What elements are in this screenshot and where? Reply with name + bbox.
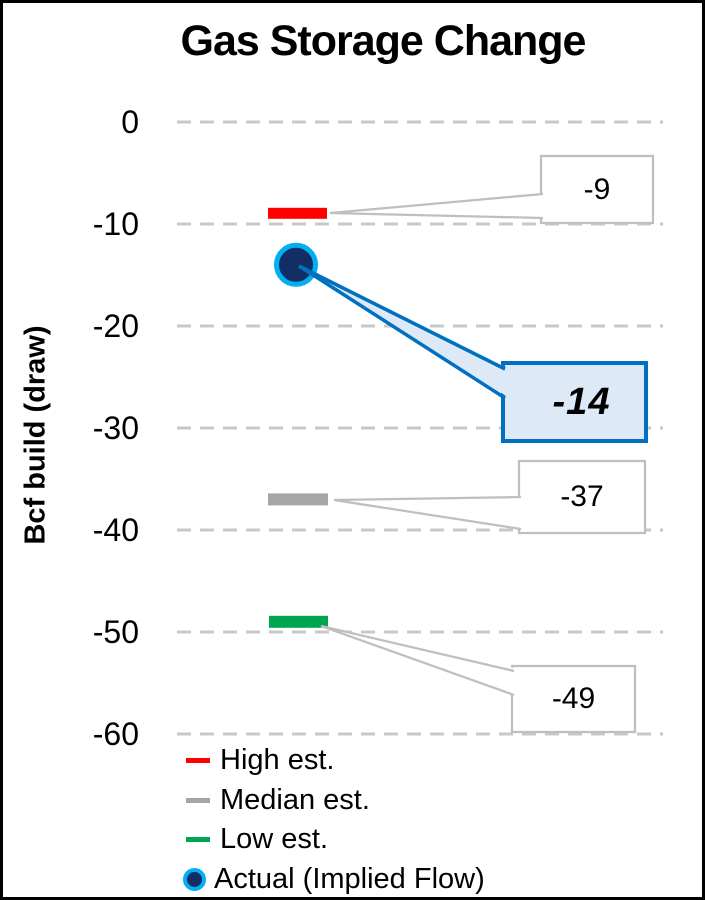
y-tick-label: -20: [92, 308, 139, 344]
y-tick-label: -50: [92, 614, 139, 650]
callout-high-box: [539, 154, 655, 225]
callout-high-leader: [329, 211, 544, 220]
callout-actual-leader: [298, 264, 506, 371]
low-est-dash-marker: [186, 837, 210, 843]
callout-low-leader: [320, 624, 515, 673]
y-tick-label: 0: [121, 104, 139, 140]
callout-actual-value: -14: [552, 381, 611, 423]
legend-label-high: High est.: [220, 744, 335, 777]
callout-median-value: -37: [560, 480, 604, 513]
callout-actual-leader: [298, 264, 506, 400]
callout-low-box: [510, 664, 637, 734]
high-est-dash-marker: [186, 758, 210, 764]
callout-low-value: -49: [551, 682, 596, 715]
callout-median-leader: [333, 495, 522, 502]
y-tick-label: -10: [92, 206, 139, 242]
legend-label-low: Low est.: [220, 823, 328, 856]
median-est-dash: [268, 493, 328, 506]
chart-title: Gas Storage Change: [180, 17, 587, 65]
plot-area: [177, 120, 663, 736]
callout-high-leader: [329, 192, 544, 215]
legend-label-median: Median est.: [220, 783, 370, 816]
callout-median-leader: [333, 498, 522, 531]
actual-circle-marker: [183, 867, 206, 891]
callout-actual-box: [501, 361, 648, 443]
actual-point: [274, 242, 318, 287]
legend: High est. Median est. Low est. Actual (I…: [183, 741, 485, 898]
y-tick-label: -40: [92, 512, 139, 548]
legend-item-high: High est.: [186, 741, 485, 781]
high-est-dash: [268, 207, 327, 219]
low-est-dash: [269, 615, 328, 628]
callout-high-value: -9: [583, 173, 611, 206]
legend-label-actual: Actual (Implied Flow): [214, 862, 485, 895]
legend-item-actual: Actual (Implied Flow): [183, 860, 485, 898]
callout-low-leader: [320, 624, 515, 697]
legend-item-median: Median est.: [186, 781, 485, 821]
median-est-dash-marker: [186, 797, 210, 803]
legend-item-low: Low est.: [186, 820, 485, 860]
y-tick-label: -60: [92, 716, 139, 752]
y-tick-label: -30: [92, 410, 139, 446]
